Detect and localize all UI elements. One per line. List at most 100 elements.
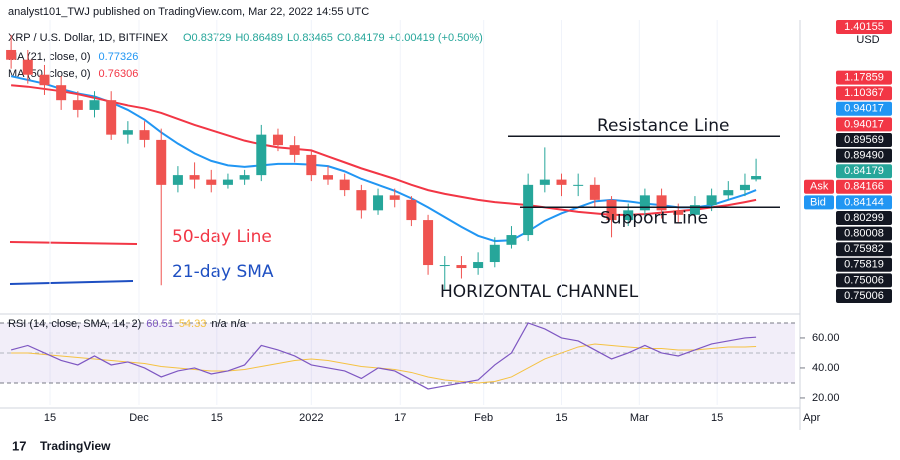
- candle-body: [6, 49, 17, 60]
- x-tick-label: 15: [555, 412, 567, 424]
- candle-body: [656, 195, 667, 211]
- candle-body: [289, 145, 300, 155]
- price-tag-label: 0.89569: [844, 134, 884, 146]
- price-tag: [836, 117, 892, 132]
- price-tag: [836, 257, 892, 272]
- candle-body: [406, 199, 417, 221]
- candle-body: [589, 184, 600, 200]
- candle-body: [506, 235, 517, 245]
- price-tag: [836, 20, 892, 34]
- logo-mark: 17: [12, 438, 26, 453]
- x-tick-label: 17: [394, 412, 406, 424]
- candle-body: [373, 195, 384, 211]
- price-tag: [836, 242, 892, 257]
- ma-line: [11, 84, 757, 216]
- candle-body: [72, 100, 83, 110]
- ohlc-value: O0.83729: [183, 32, 231, 44]
- logo: TradingView: [40, 439, 111, 453]
- candle-body: [256, 134, 267, 176]
- price-tag: [836, 211, 892, 225]
- currency: USD: [856, 34, 879, 46]
- candle-body: [623, 210, 634, 221]
- ask-bid-label: Bid: [810, 196, 826, 208]
- candle-body: [723, 190, 734, 196]
- candle-body: [39, 74, 50, 86]
- ask-bid-label: Ask: [810, 181, 829, 193]
- price-tag-label: 0.80008: [844, 228, 884, 240]
- price-tag-label: 0.84144: [844, 196, 884, 208]
- candle-body: [539, 179, 550, 185]
- candle-body: [556, 179, 567, 185]
- ask-bid-tag: [804, 179, 834, 194]
- price-tag: [836, 226, 892, 241]
- candle-body: [606, 199, 617, 221]
- candle-body: [456, 265, 467, 269]
- candle-body: [673, 210, 684, 215]
- price-tag: [836, 101, 892, 116]
- candle-body: [323, 175, 334, 180]
- x-tick-label: Feb: [474, 412, 493, 424]
- price-tag-label: 1.17859: [844, 72, 884, 84]
- candle-body: [306, 154, 317, 176]
- candle-body: [573, 184, 584, 186]
- annotation: 50-day Line: [172, 227, 272, 247]
- annotation: 21-day SMA: [172, 262, 274, 282]
- price-tag: [836, 289, 892, 303]
- rsi-tick-label: 60.00: [812, 332, 840, 344]
- candle-body: [122, 130, 133, 135]
- x-tick-label: 15: [44, 412, 56, 424]
- resistance-label: Resistance Line: [597, 116, 729, 136]
- ma-value: 0.76306: [99, 68, 139, 80]
- price-tag: [836, 164, 892, 179]
- price-tag: [836, 148, 892, 163]
- candle-body: [189, 175, 200, 180]
- candle-body: [739, 184, 750, 191]
- rsi-value: 60.51: [146, 318, 174, 330]
- candle-body: [423, 220, 434, 266]
- price-tag: [836, 133, 892, 147]
- x-tick-label: Dec: [129, 412, 149, 424]
- candle-body: [489, 244, 500, 263]
- rsi-na: n/a: [231, 318, 247, 330]
- price-tag-label: 1.10367: [844, 87, 884, 99]
- candle-body: [356, 190, 367, 211]
- candle-body: [751, 176, 762, 180]
- support-label: Support Line: [600, 208, 708, 228]
- ma-value: 0.77326: [99, 51, 139, 63]
- candle-body: [473, 262, 484, 269]
- x-tick-label: 15: [211, 412, 223, 424]
- candle-body: [172, 175, 183, 185]
- annotation: HORIZONTAL CHANNEL: [440, 282, 639, 302]
- candle-body: [272, 134, 283, 146]
- ma-line: [10, 75, 757, 243]
- price-tag-label: 0.75006: [844, 274, 884, 286]
- rsi-ma-line: [11, 343, 757, 384]
- price-tag-label: 0.94017: [844, 118, 884, 130]
- price-tag-label: 0.80299: [844, 212, 884, 224]
- candle-body: [222, 179, 233, 185]
- rsi-ma-value: 54.33: [179, 318, 207, 330]
- price-tag-label: 0.89490: [844, 150, 884, 162]
- price-tag-label: 1.40155: [844, 21, 884, 33]
- candle-body: [139, 130, 150, 140]
- candle-body: [22, 59, 33, 75]
- price-tag-label: 0.75819: [844, 259, 884, 271]
- change: +0.00419 (+0.50%): [389, 32, 483, 44]
- ohlc-value: L0.83465: [287, 32, 333, 44]
- candle-body: [389, 195, 400, 200]
- rsi-tick-label: 40.00: [812, 362, 840, 374]
- x-tick-label: Apr: [803, 412, 820, 424]
- ma-legend: MA (21, close, 0): [8, 51, 91, 63]
- price-tag-label: 0.84179: [844, 165, 884, 177]
- price-tag: [836, 273, 892, 288]
- candle-body: [206, 179, 217, 185]
- candle-body: [106, 100, 117, 135]
- price-tag-label: 0.75982: [844, 243, 884, 255]
- ohlc-value: C0.84179: [337, 32, 385, 44]
- candle-body: [689, 205, 700, 215]
- candle-body: [639, 195, 650, 211]
- x-tick-label: 2022: [299, 412, 323, 424]
- symbol: XRP / U.S. Dollar, 1D, BITFINEX: [8, 32, 169, 44]
- candle-body: [156, 139, 167, 185]
